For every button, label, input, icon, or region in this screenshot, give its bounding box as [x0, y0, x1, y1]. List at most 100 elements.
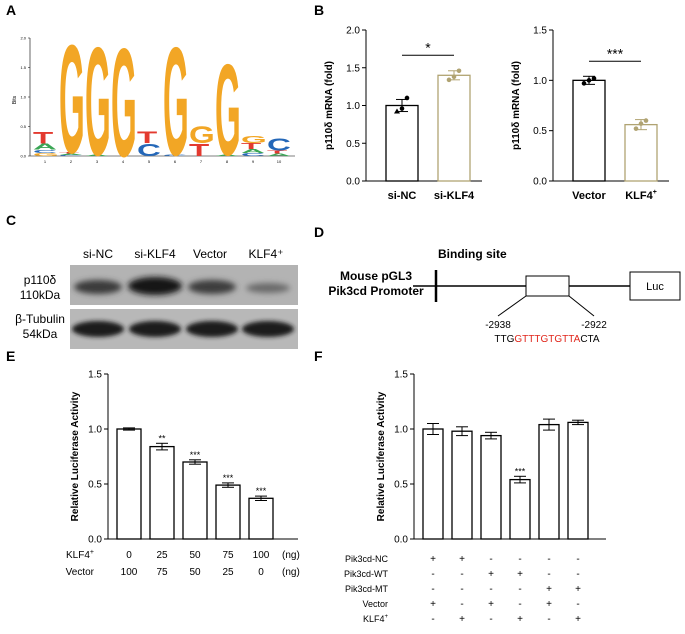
table-cell: + [459, 614, 465, 625]
table-cell: - [547, 554, 550, 565]
panel-label-b: B [314, 2, 325, 18]
chart-b-right: 0.0 0.5 1.0 1.5 p110δ mRNA (fold) Vector KLF4+… [511, 26, 669, 202]
table-cell: + [488, 569, 494, 580]
logo-position-label: 4 [122, 159, 125, 164]
logo-letter-c: C [137, 140, 161, 160]
logo-letter-a: A [59, 153, 83, 155]
blot-row2-size: 54kDa [22, 327, 58, 341]
significance-stars: *** [515, 466, 526, 476]
table-cell: - [547, 614, 550, 625]
panel-label-a: A [6, 2, 17, 18]
logo-letter-a: A [267, 153, 291, 157]
table-cell: - [431, 614, 434, 625]
chart-b-left: 0.0 0.5 1.0 1.5 2.0 p110δ mRNA (fold) si-NC si-… [324, 26, 482, 202]
y-tick-label: 1.0 [346, 101, 360, 112]
logo-position-label: 8 [226, 159, 229, 164]
logo-ytick-label: 1.5 [20, 65, 26, 70]
logo-position-label: 10 [277, 159, 282, 164]
luc-box [629, 271, 681, 301]
logo-letter-g: G [59, 20, 85, 170]
x-tick-label: si-KLF4 [434, 190, 475, 202]
logo-letter-g: G [85, 20, 111, 170]
y-tick-label: 0.5 [394, 480, 408, 491]
logo-position-label: 5 [148, 159, 151, 164]
bar [149, 445, 175, 540]
logo-yticks: 0.0 0.5 1.0 1.5 2.0 [20, 36, 30, 159]
logo-letter-a: A [241, 148, 265, 154]
table-cell: 50 [189, 550, 201, 561]
significance-stars: *** [190, 450, 201, 460]
bar [480, 434, 502, 540]
data-point [399, 106, 405, 111]
logo-position-label: 1 [44, 159, 47, 164]
bar [215, 484, 241, 540]
logo-position-label: 2 [70, 159, 73, 164]
y-tick-label: 0.5 [88, 480, 102, 491]
table-cell: 50 [189, 567, 201, 578]
blot-lane-1: si-NC [83, 247, 113, 261]
logo-letter-a: A [215, 155, 239, 157]
blot-row1-size: 110kDa [19, 288, 61, 302]
bar [538, 423, 560, 540]
western-blot: si-NC si-KLF4 Vector KLF4⁺ p110δ 110kDa … [10, 245, 305, 355]
bar [509, 478, 531, 540]
logo-letter-t: T [267, 150, 288, 154]
bar [248, 497, 274, 540]
table-cell: - [518, 584, 521, 595]
y-tick-label: 0.0 [533, 177, 547, 188]
logo-position-label: 9 [252, 159, 255, 164]
blot-row1-name: p110δ [23, 273, 57, 287]
table-unit: (ng) [282, 567, 300, 578]
y-tick-label: 1.0 [533, 76, 547, 87]
panel-label-e: E [6, 348, 16, 364]
binding-sequence: TTGGTTTGTGTTACTA [494, 334, 600, 345]
logo-letter-c: C [163, 155, 187, 157]
logo-letter-g: G [163, 20, 189, 170]
table-cell: + [430, 554, 436, 565]
logo-letter-c: C [267, 135, 291, 155]
y-tick-label: 1.0 [88, 425, 102, 436]
significance-stars: *** [223, 473, 234, 483]
significance-stars: * [425, 39, 431, 55]
logo-letter-g: G [215, 38, 241, 170]
logo-ytick-label: 0.5 [20, 124, 26, 129]
table-cell: - [431, 584, 434, 595]
logo-letter-a: A [85, 155, 109, 157]
data-point [581, 81, 587, 86]
table-cell: + [488, 599, 494, 610]
data-point [638, 121, 644, 126]
table-cell: 100 [121, 567, 138, 578]
logo-ytick-label: 1.0 [20, 95, 26, 100]
table-row-label: KLF4+ [66, 549, 94, 561]
table-cell: 0 [258, 567, 264, 578]
logo-letter-g: G [33, 152, 59, 156]
logo-letter-t: T [137, 128, 157, 147]
significance-stars: ** [158, 433, 166, 443]
bar [385, 104, 419, 182]
table-cell: 0 [126, 550, 132, 561]
bar [182, 461, 208, 540]
logo-ylabel: Bits [12, 95, 18, 104]
table-cell: 75 [222, 550, 234, 561]
y-axis-label: p110δ mRNA (fold) [324, 61, 335, 150]
significance-stars: *** [256, 486, 267, 496]
blot-band-p110 [74, 277, 290, 295]
y-axis-label: Relative Luciferase Activity [70, 391, 81, 521]
y-tick-label: 2.0 [346, 26, 360, 37]
blot-row2-name: β-Tubulin [15, 312, 65, 326]
logo-letter-c: C [241, 152, 265, 156]
logo-letter-c: C [59, 155, 83, 157]
sequence-logo: Bits 0.00.51.01.52.0 1 2 3 4 5 6 7 8 9 10 GCATCAT… [12, 20, 295, 170]
significance-stars: *** [607, 45, 624, 61]
logo-letter-t: T [189, 140, 209, 160]
table-cell: - [576, 554, 579, 565]
logo-position-label: 6 [174, 159, 177, 164]
pos-right: -2922 [581, 320, 607, 331]
panel-label-d: D [314, 224, 325, 240]
table-cell: + [517, 614, 523, 625]
y-axis-label: p110δ mRNA (fold) [511, 61, 522, 150]
table-row-label: Pik3cd-NC [345, 554, 389, 564]
logo-position-label: 7 [200, 159, 203, 164]
table-cell: - [489, 614, 492, 625]
data-point [633, 126, 639, 131]
